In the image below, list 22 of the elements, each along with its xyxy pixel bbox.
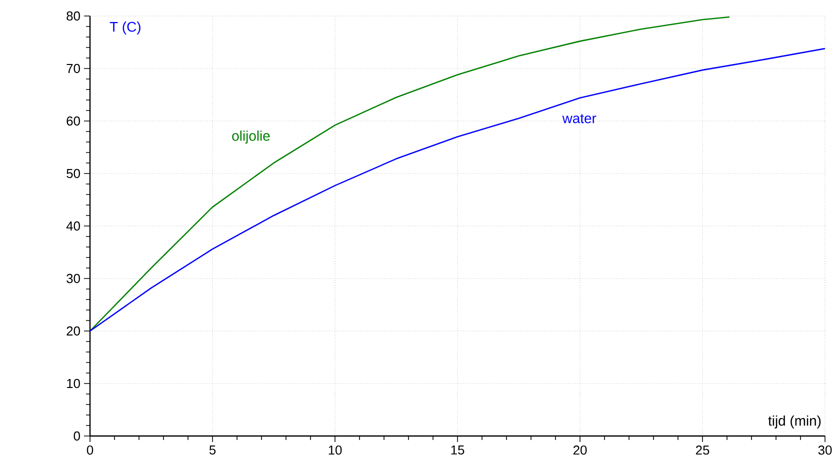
y-axis-title: T (C) [110,22,140,35]
line-series [90,16,730,332]
y-tick-label: 50 [66,168,80,178]
y-tick-label: 70 [66,64,80,74]
series-label: olijolie [232,130,270,144]
y-tick-label: 60 [66,116,80,126]
y-tick-label: 30 [66,274,80,284]
x-tick-label: 30 [818,446,832,455]
x-tick-label: 10 [328,446,342,455]
line-series [90,48,826,332]
y-tick-label: 10 [67,378,80,388]
x-tick-label: 0 [86,446,94,455]
x-tick-label: 25 [696,446,710,455]
x-tick-label: 15 [451,446,464,455]
x-axis-title: tijd (min) [768,415,821,428]
y-tick-label: 20 [66,326,80,336]
x-tick-label: 20 [573,446,587,455]
y-tick-label: 0 [74,431,80,441]
series-label: water [562,114,596,124]
y-tick-label: 40 [66,221,80,231]
y-tick-label: 80 [66,11,80,21]
x-tick-label: 5 [209,446,216,455]
